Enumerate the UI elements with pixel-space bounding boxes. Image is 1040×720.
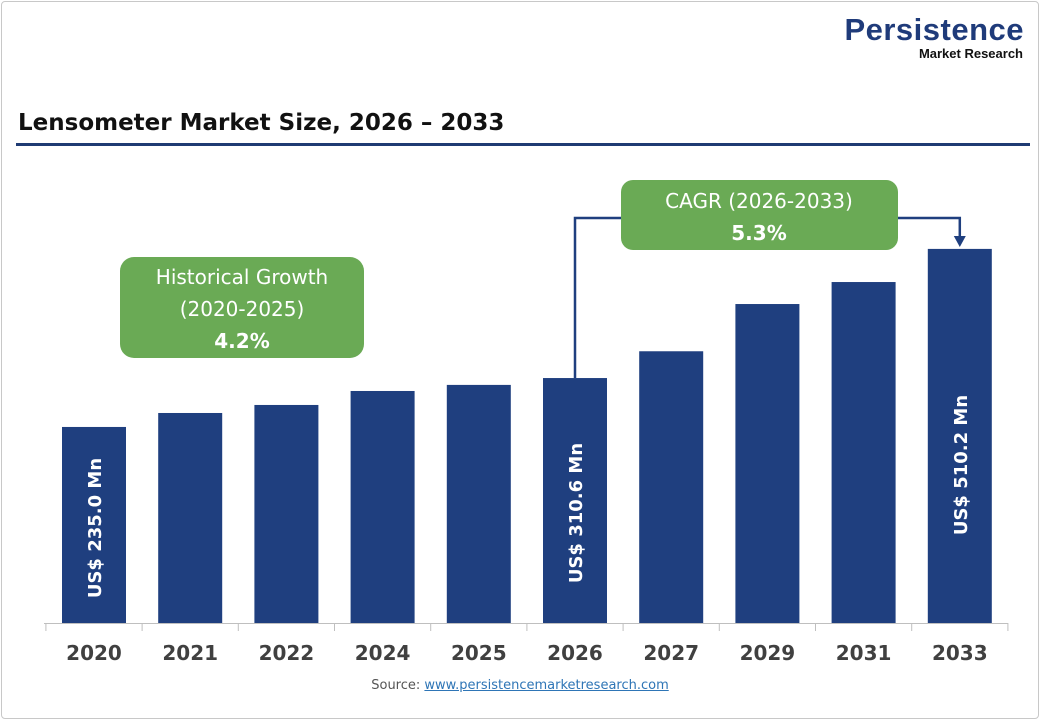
- x-tick-label: 2033: [932, 641, 988, 665]
- data-label: US$ 510.2 Mn: [951, 395, 972, 535]
- bar-2024: [350, 390, 415, 623]
- historical-period: (2020-2025): [180, 297, 305, 321]
- x-tick-label: 2020: [66, 641, 122, 665]
- bar-2026: [543, 378, 607, 623]
- x-tick-label: 2025: [451, 641, 507, 665]
- bar-2027: [639, 351, 704, 623]
- bar-2029: [735, 304, 800, 623]
- x-tick-label: 2027: [643, 641, 699, 665]
- x-tick-label: 2026: [547, 641, 603, 665]
- historical-label: Historical Growth: [156, 265, 328, 289]
- bar-2022: [254, 404, 319, 623]
- x-tick-label: 2031: [836, 641, 892, 665]
- cagr-box: [621, 180, 898, 250]
- x-tick-label: 2029: [740, 641, 796, 665]
- logo-subtitle: Market Research: [918, 46, 1023, 61]
- chart-title: Lensometer Market Size, 2026 – 2033: [18, 110, 505, 136]
- x-tick-label: 2021: [162, 641, 218, 665]
- data-label: US$ 310.6 Mn: [566, 443, 587, 583]
- x-tick-label: 2022: [259, 641, 315, 665]
- data-label: US$ 235.0 Mn: [85, 458, 106, 598]
- bar-2031: [831, 282, 896, 623]
- historical-value: 4.2%: [214, 329, 269, 353]
- arrow-head-icon: [953, 236, 966, 247]
- x-tick-label: 2024: [355, 641, 411, 665]
- bar-2025: [446, 384, 511, 623]
- source-label: Source:: [371, 678, 421, 693]
- bar-2033: [927, 248, 992, 623]
- source-note: Source: www.persistencemarketresearch.co…: [0, 678, 1040, 693]
- logo: Persistence: [844, 12, 1024, 47]
- cagr-label: CAGR (2026-2033): [665, 189, 853, 213]
- bar-2021: [158, 412, 223, 623]
- title-underline: [16, 143, 1030, 146]
- historical-box: [120, 257, 364, 358]
- cagr-value: 5.3%: [731, 221, 786, 245]
- bar-2020: [62, 426, 126, 623]
- source-link[interactable]: www.persistencemarketresearch.com: [424, 678, 669, 693]
